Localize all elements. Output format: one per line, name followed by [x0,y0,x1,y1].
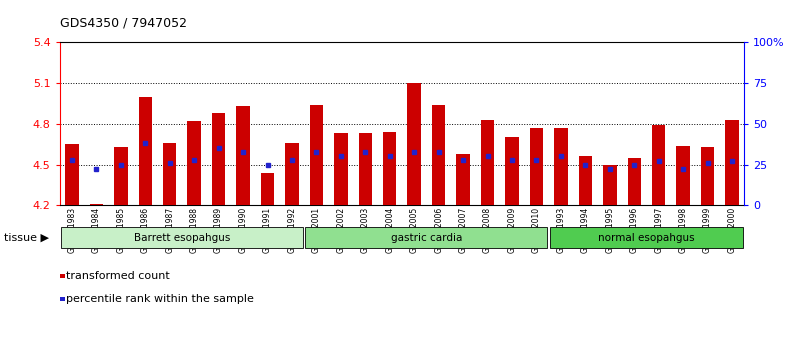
Text: percentile rank within the sample: percentile rank within the sample [66,294,254,304]
Bar [725,120,739,205]
Bar [90,204,103,205]
Bar [432,105,446,205]
Bar [212,113,225,205]
Text: tissue ▶: tissue ▶ [4,233,49,242]
FancyBboxPatch shape [306,227,548,249]
Text: GDS4350 / 7947052: GDS4350 / 7947052 [60,16,187,29]
Bar [627,158,641,205]
Bar [603,165,617,205]
Bar [554,128,568,205]
Bar [187,121,201,205]
Text: gastric cardia: gastric cardia [391,233,462,242]
Bar [310,105,323,205]
FancyBboxPatch shape [61,227,303,249]
Bar [285,143,298,205]
Bar [456,154,470,205]
Bar [236,106,250,205]
Bar [261,173,275,205]
Bar [652,125,665,205]
Bar [579,156,592,205]
FancyBboxPatch shape [550,227,743,249]
Bar [114,147,127,205]
Bar [383,132,396,205]
Text: transformed count: transformed count [66,271,170,281]
Bar [481,120,494,205]
Bar [163,143,177,205]
Bar [677,145,690,205]
Text: normal esopahgus: normal esopahgus [598,233,695,242]
Bar [334,133,348,205]
Text: Barrett esopahgus: Barrett esopahgus [134,233,230,242]
Bar [529,128,543,205]
Bar [700,147,714,205]
Bar [408,83,421,205]
Bar [505,137,519,205]
Bar [358,133,372,205]
Bar [65,144,79,205]
Bar [139,97,152,205]
